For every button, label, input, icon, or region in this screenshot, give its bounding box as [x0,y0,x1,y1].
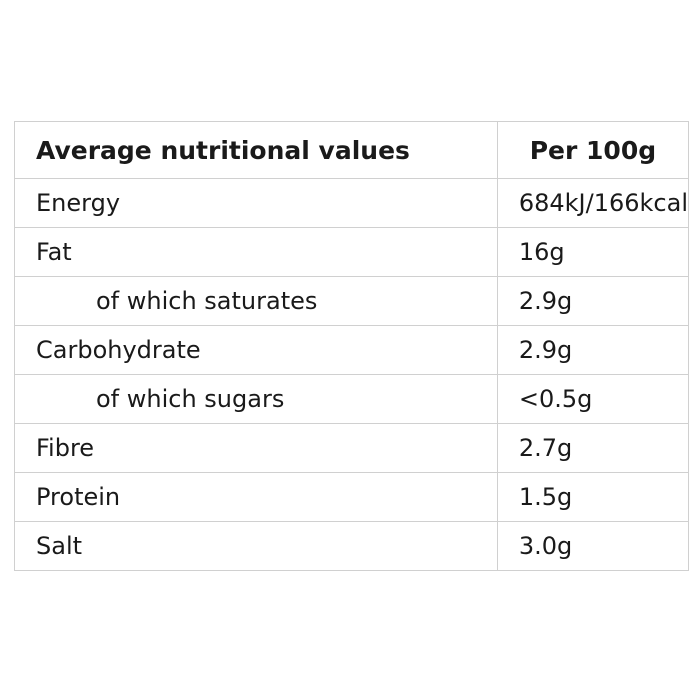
nutrient-label: Fibre [14,423,498,473]
nutrient-value: 3.0g [496,521,690,571]
nutrient-label: Fat [14,227,498,277]
header-row: Average nutritional values Per 100g [14,121,690,179]
table-row: Fat 16g [14,227,690,277]
header-label: Average nutritional values [14,121,498,179]
nutrient-label: Energy [14,178,498,228]
nutrient-value: 2.7g [496,423,690,473]
nutrient-label: Protein [14,472,498,522]
table-row: Carbohydrate 2.9g [14,325,690,375]
nutrient-label: Salt [14,521,498,571]
nutrient-value: 2.9g [496,276,690,326]
table-row: of which saturates 2.9g [14,276,690,326]
nutrient-value: 1.5g [496,472,690,522]
nutrient-value: <0.5g [496,374,690,424]
nutrient-value: 16g [496,227,690,277]
nutrient-value: 2.9g [496,325,690,375]
nutrient-value: 684kJ/166kcal [496,178,690,228]
nutrient-label: of which sugars [14,374,498,424]
header-per: Per 100g [496,121,690,179]
nutrient-label: of which saturates [14,276,498,326]
nutrition-table: Average nutritional values Per 100g Ener… [14,121,690,571]
table-row: Fibre 2.7g [14,423,690,473]
table-row: of which sugars <0.5g [14,374,690,424]
table-row: Energy 684kJ/166kcal [14,178,690,228]
table-row: Salt 3.0g [14,521,690,571]
table-row: Protein 1.5g [14,472,690,522]
nutrient-label: Carbohydrate [14,325,498,375]
